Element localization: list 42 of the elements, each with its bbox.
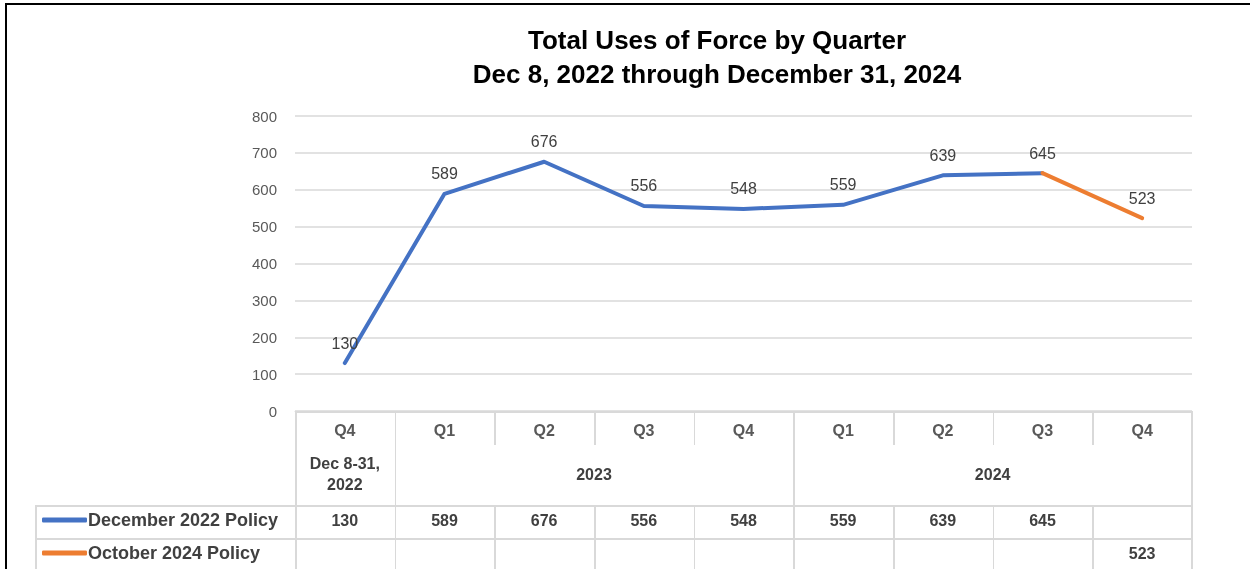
data-label: 559 [829, 511, 857, 532]
data-label: 523 [1128, 189, 1156, 207]
text: 589 [431, 165, 458, 183]
text: 559 [829, 176, 857, 194]
text: 639 [929, 146, 957, 164]
data-label: 589 [431, 511, 458, 532]
data-label: 645 [1029, 511, 1056, 532]
x-tick-label: Q3 [1031, 421, 1054, 439]
text: 548 [730, 180, 757, 198]
y-tick-label: 500 [251, 218, 277, 236]
y-tick-label: 700 [251, 144, 277, 162]
text: 2023 [576, 464, 612, 485]
chart-subtitle: Dec 8, 2022 through December 31, 2024 [472, 59, 962, 89]
data-label: 548 [730, 511, 757, 532]
x-tick-label: Q1 [832, 421, 854, 439]
data-label: 676 [530, 511, 558, 532]
y-tick-label: 800 [251, 107, 277, 125]
y-tick-label: 400 [251, 255, 277, 272]
text: 676 [530, 133, 558, 151]
text: 556 [630, 177, 658, 195]
chart-title: Total Uses of Force by Quarter [527, 25, 907, 55]
x-tick-label: Q3 [633, 421, 655, 439]
data-label: 639 [929, 511, 957, 532]
text: 523 [1128, 545, 1156, 563]
legend-label: December 2022 Policy [88, 510, 279, 530]
y-tick-label: 600 [251, 181, 277, 199]
text: 2024 [974, 464, 1011, 485]
x-tick-label: Q4 [732, 421, 755, 439]
y-tick-label: 300 [251, 291, 277, 309]
y-tick-label: 0 [268, 402, 277, 420]
x-tick-label: Q4 [334, 421, 356, 439]
x-tick-label: Q2 [932, 421, 954, 439]
y-tick-label: 200 [251, 328, 277, 346]
data-label: 130 [331, 511, 359, 532]
legend-label: October 2024 Policy [88, 543, 261, 563]
y-tick-label: 100 [251, 365, 277, 383]
data-label: 556 [630, 511, 658, 532]
text: 645 [1029, 144, 1056, 162]
x-tick-label: Q1 [433, 421, 456, 439]
text: Dec 8-31, 2022 [308, 454, 381, 495]
x-tick-label: Q4 [1131, 421, 1153, 439]
x-tick-label: Q2 [533, 421, 555, 439]
